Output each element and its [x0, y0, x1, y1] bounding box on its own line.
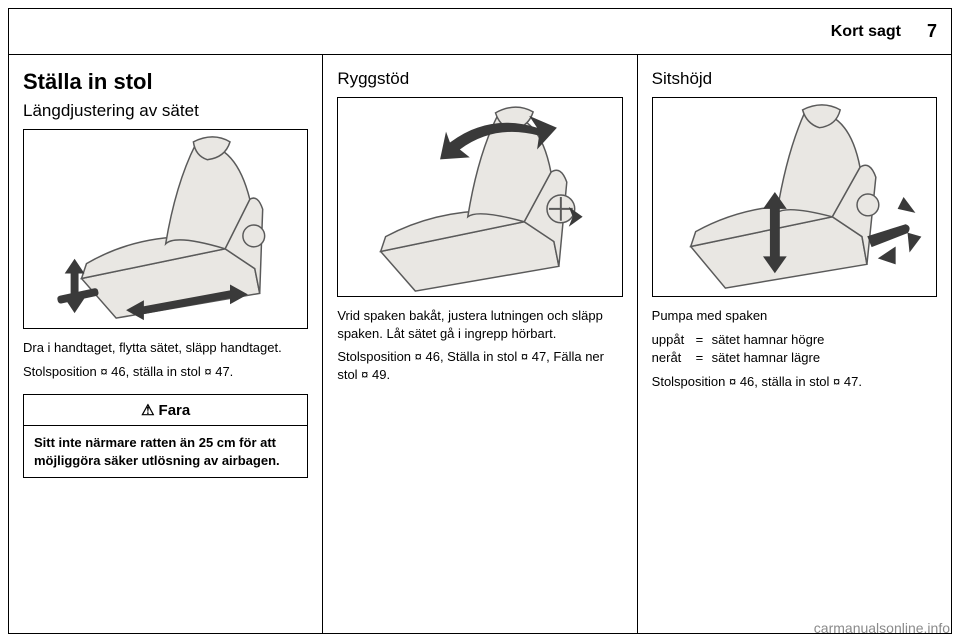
col2-refs: Stolsposition ¤ 46, Ställa in stol ¤ 47,… [337, 348, 622, 383]
col3-subheading: Sitshöjd [652, 69, 937, 89]
col1-paragraph: Dra i handtaget, flytta sätet, släpp han… [23, 339, 308, 357]
page-outline: Kort sagt 7 Ställa in stol Längdjusterin… [8, 8, 952, 634]
column-3: Sitshöjd [637, 55, 951, 633]
def-eq-up: = [696, 331, 712, 349]
col3-refs: Stolsposition ¤ 46, ställa in stol ¤ 47. [652, 373, 937, 391]
col1-refs: Stolsposition ¤ 46, ställa in stol ¤ 47. [23, 363, 308, 381]
danger-box: ⚠ Fara Sitt inte närmare ratten än 25 cm … [23, 394, 308, 478]
def-row-up: uppåt = sätet hamnar högre [652, 331, 937, 349]
illustration-seat-longitudinal [23, 129, 308, 329]
column-1: Ställa in stol Längdjustering av sätet [9, 55, 322, 633]
def-term-up: uppåt [652, 331, 696, 349]
danger-label: Fara [159, 402, 191, 419]
def-desc-up: sätet hamnar högre [712, 331, 825, 349]
height-definitions: uppåt = sätet hamnar högre neråt = sätet… [652, 331, 937, 367]
col1-heading: Ställa in stol [23, 69, 308, 95]
def-row-down: neråt = sätet hamnar lägre [652, 349, 937, 367]
section-title: Kort sagt [831, 23, 901, 41]
warning-icon: ⚠ [141, 402, 154, 419]
col3-paragraph: Pumpa med spaken [652, 307, 937, 325]
def-desc-down: sätet hamnar lägre [712, 349, 820, 367]
col1-subheading: Längdjustering av sätet [23, 101, 308, 121]
danger-heading: ⚠ Fara [24, 395, 307, 426]
col2-paragraph: Vrid spaken bakåt, justera lutningen och… [337, 307, 622, 342]
watermark: carmanualsonline.info [814, 620, 950, 636]
illustration-seat-backrest [337, 97, 622, 297]
col2-subheading: Ryggstöd [337, 69, 622, 89]
illustration-seat-height [652, 97, 937, 297]
column-2: Ryggstöd [322, 55, 636, 633]
danger-text: Sitt inte närmare ratten än 25 cm för at… [24, 426, 307, 477]
def-eq-down: = [696, 349, 712, 367]
page-header: Kort sagt 7 [9, 9, 951, 55]
page-number: 7 [927, 21, 937, 42]
def-term-down: neråt [652, 349, 696, 367]
page-body: Ställa in stol Längdjustering av sätet [9, 55, 951, 633]
